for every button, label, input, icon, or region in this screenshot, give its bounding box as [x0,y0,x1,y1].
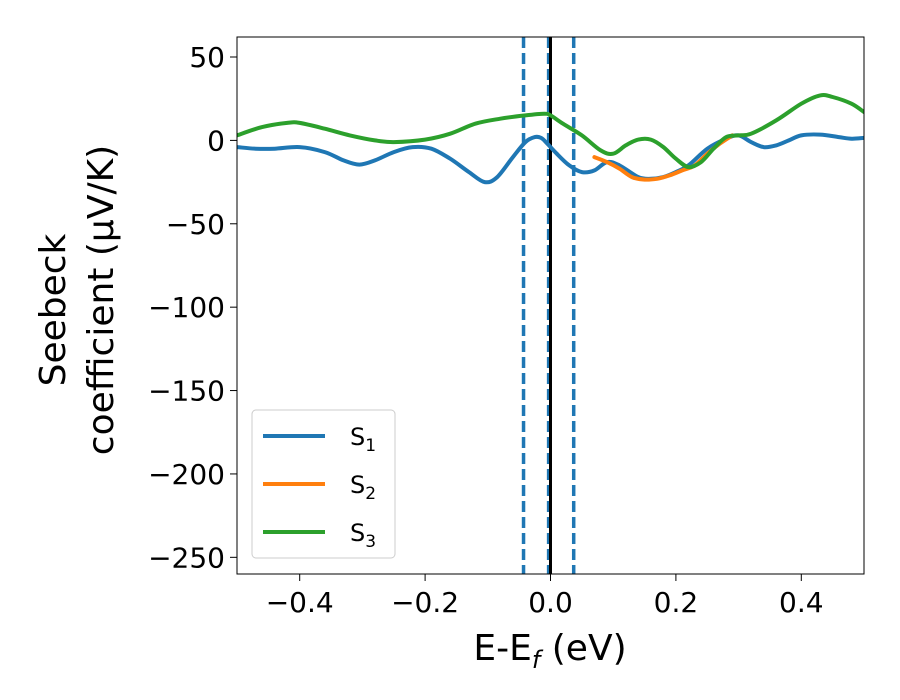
x-tick-label: 0.4 [779,586,824,619]
series-line-s1 [237,132,864,185]
y-tick-label: 0 [207,124,225,157]
x-axis-title: E-Ef (eV) [473,628,626,674]
x-axis-title-main: E-E [473,628,531,669]
legend-label-s2: S2 [350,471,376,504]
x-tick-label: −0.4 [266,586,334,619]
legend: S1 S2 S3 [251,409,396,559]
series-line-s3 [237,92,864,170]
y-axis-title-line2: coefficient (μV/K) [81,145,122,455]
legend-label-s1: S1 [350,423,376,456]
legend-label-s3: S3 [350,519,376,552]
x-tick-label: −0.2 [391,586,459,619]
series-group [237,92,864,185]
y-tick-label: −250 [148,541,225,574]
y-axis-title: Seebeck coefficient (μV/K) [33,145,122,455]
x-axis: −0.4 −0.2 0.0 0.2 0.4 [266,574,824,619]
reference-lines [521,37,576,574]
y-tick-label: 50 [189,41,225,74]
y-tick-label: −50 [166,208,225,241]
y-tick-label: −150 [148,375,225,408]
y-axis-title-line1: Seebeck [33,233,74,386]
x-tick-label: 0.2 [654,586,699,619]
y-tick-label: −100 [148,291,225,324]
x-tick-label: 0.0 [528,586,573,619]
y-tick-label: −200 [148,458,225,491]
y-axis: 50 0 −50 −100 −150 −200 −250 [148,41,237,574]
x-axis-title-unit: (eV) [540,628,626,669]
